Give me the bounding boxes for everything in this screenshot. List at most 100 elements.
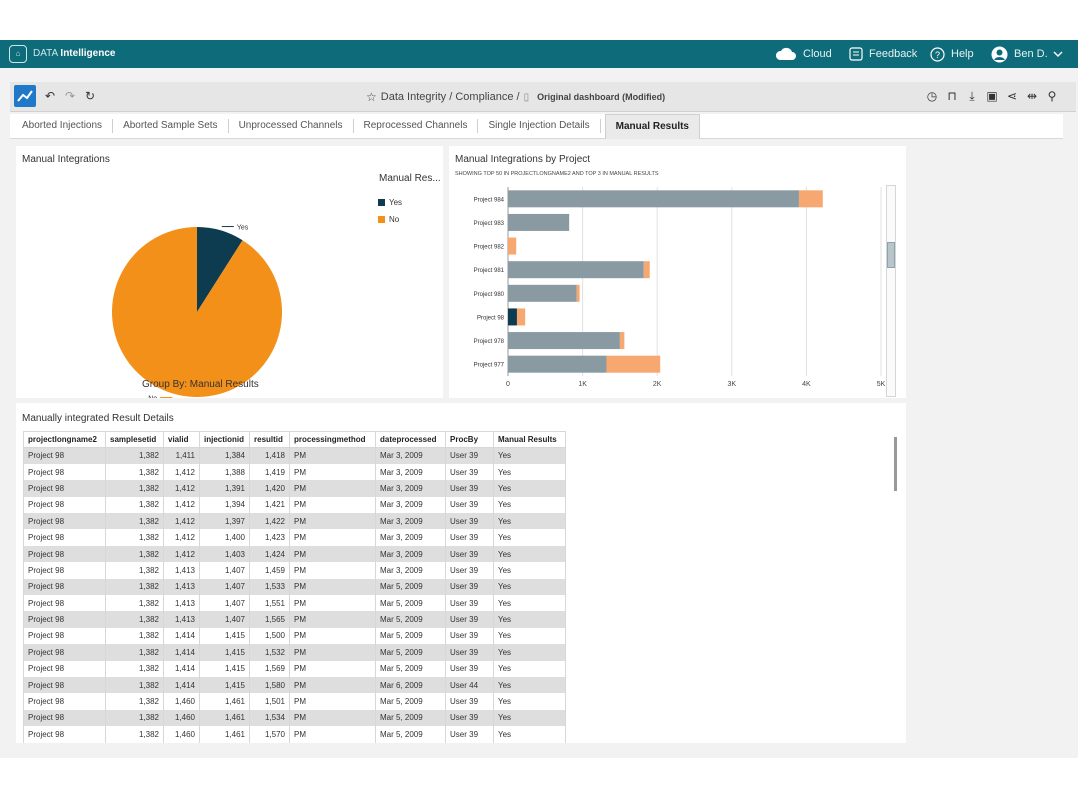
bar-segment[interactable] xyxy=(508,332,620,350)
table-cell: Project 98 xyxy=(23,562,106,579)
user-menu[interactable]: Ben D. xyxy=(991,46,1069,62)
column-header[interactable]: dateprocessed xyxy=(375,431,446,448)
table-cell: User 39 xyxy=(445,545,494,563)
tab-reprocessed-channels[interactable]: Reprocessed Channels xyxy=(354,119,479,133)
bar-chart[interactable]: 0 1K 2K 3K 4K 5K Project 984 Project 983 Project… xyxy=(449,146,906,398)
table-row[interactable]: Project 98 1,382 1,413 1,407 1,533 PM Mar 5, 2… xyxy=(23,578,566,596)
tab-aborted-injections[interactable]: Aborted Injections xyxy=(12,119,114,133)
refresh-icon[interactable]: ↻ xyxy=(84,89,96,103)
table-cell: 1,382 xyxy=(105,578,164,596)
tab-unprocessed-channels[interactable]: Unprocessed Channels xyxy=(229,119,354,133)
table-row[interactable]: Project 98 1,382 1,412 1,394 1,421 PM Mar 3, 2… xyxy=(23,496,566,514)
bookmark-add-icon[interactable]: ⊓ xyxy=(947,89,957,103)
table-cell: Mar 5, 2009 xyxy=(375,693,446,710)
table-cell: Yes xyxy=(493,644,566,661)
table-cell: 1,500 xyxy=(249,627,290,645)
dashboard-toolbar: ↶ ↷ ↻ ☆ Data Integrity / Compliance / ▯ … xyxy=(10,82,1076,112)
table-cell: User 39 xyxy=(445,562,494,579)
table-row[interactable]: Project 98 1,382 1,412 1,397 1,422 PM Mar 3, 2… xyxy=(23,513,566,530)
bar-segment[interactable] xyxy=(643,261,650,279)
table-cell: Mar 5, 2009 xyxy=(375,595,446,612)
table-cell: Mar 5, 2009 xyxy=(375,611,446,628)
bar-chart-scrollbar[interactable] xyxy=(886,185,896,397)
legend-item-yes[interactable]: Yes xyxy=(378,198,402,207)
tab-aborted-sample-sets[interactable]: Aborted Sample Sets xyxy=(113,119,229,133)
table-cell: Mar 5, 2009 xyxy=(375,644,446,661)
column-header[interactable]: injectionid xyxy=(199,431,250,448)
column-header[interactable]: processingmethod xyxy=(289,431,376,448)
table-row[interactable]: Project 98 1,382 1,460 1,461 1,501 PM Mar 5, 2… xyxy=(23,693,566,710)
pie-slice-yes[interactable] xyxy=(197,227,243,312)
table-cell: 1,394 xyxy=(199,496,250,514)
table-cell: 1,415 xyxy=(199,660,250,677)
bar-segment[interactable] xyxy=(508,190,799,208)
bar-segment[interactable] xyxy=(508,261,644,279)
table-cell: 1,384 xyxy=(199,447,250,464)
column-header[interactable]: ProcBy xyxy=(445,431,494,448)
table-row[interactable]: Project 98 1,382 1,412 1,403 1,424 PM Mar 3, 2… xyxy=(23,545,566,563)
column-header[interactable]: samplesetid xyxy=(105,431,164,448)
bar-segment[interactable] xyxy=(619,332,625,350)
column-header[interactable]: Manual Results xyxy=(493,431,566,448)
table-cell: 1,414 xyxy=(163,676,200,694)
bar-segment[interactable] xyxy=(508,355,607,373)
table-scroll-thumb[interactable] xyxy=(894,437,897,491)
bar-segment[interactable] xyxy=(606,355,661,373)
table-cell: 1,414 xyxy=(163,644,200,661)
table-row[interactable]: Project 98 1,382 1,413 1,407 1,565 PM Mar 5, 2… xyxy=(23,611,566,628)
table-cell: Mar 3, 2009 xyxy=(375,513,446,530)
help-link[interactable]: ? Help xyxy=(930,46,974,62)
dashboard-app-icon[interactable] xyxy=(14,85,36,107)
help-icon: ? xyxy=(930,46,945,62)
table-row[interactable]: Project 98 1,382 1,413 1,407 1,551 PM Mar 5, 2… xyxy=(23,595,566,612)
bar-segment[interactable] xyxy=(576,284,580,302)
dashboard-name[interactable]: Original dashboard (Modified) xyxy=(537,92,666,102)
table-row[interactable]: Project 98 1,382 1,412 1,391 1,420 PM Mar 3, 2… xyxy=(23,480,566,497)
share-icon[interactable]: ⋖ xyxy=(1006,89,1018,103)
table-cell: Project 98 xyxy=(23,660,106,677)
table-cell: 1,461 xyxy=(199,709,250,727)
table-row[interactable]: Project 98 1,382 1,413 1,407 1,459 PM Mar 3, 2… xyxy=(23,562,566,579)
table-row[interactable]: Project 98 1,382 1,414 1,415 1,569 PM Mar 5, 2… xyxy=(23,660,566,677)
save-icon[interactable]: ▣ xyxy=(986,89,998,103)
table-cell: Yes xyxy=(493,496,566,514)
column-header[interactable]: resultid xyxy=(249,431,290,448)
pie-chart[interactable]: Yes No xyxy=(16,146,443,398)
fit-width-icon[interactable]: ⇹ xyxy=(1026,89,1038,103)
bar-segment[interactable] xyxy=(508,308,517,326)
tab-manual-results[interactable]: Manual Results xyxy=(604,113,700,139)
table-row[interactable]: Project 98 1,382 1,414 1,415 1,580 PM Mar 6, 2… xyxy=(23,676,566,694)
legend-item-no[interactable]: No xyxy=(378,215,399,224)
column-header[interactable]: projectlongname2 xyxy=(23,431,106,448)
table-cell: Project 98 xyxy=(23,480,106,497)
redo-icon[interactable]: ↷ xyxy=(64,89,76,103)
bar-chart-scroll-thumb[interactable] xyxy=(887,242,895,268)
person-icon[interactable]: ⚲ xyxy=(1047,89,1057,103)
history-icon[interactable]: ◷ xyxy=(926,89,938,103)
undo-icon[interactable]: ↶ xyxy=(44,89,56,103)
table-row[interactable]: Project 98 1,382 1,412 1,388 1,419 PM Mar 3, 2… xyxy=(23,463,566,481)
bar-segment[interactable] xyxy=(516,308,526,326)
favorite-star-icon[interactable]: ☆ xyxy=(366,90,377,104)
bar-segment[interactable] xyxy=(508,213,570,231)
tab-single-injection-details[interactable]: Single Injection Details xyxy=(478,119,601,133)
table-cell: Yes xyxy=(493,529,566,546)
download-icon[interactable]: ⤓ xyxy=(969,88,975,103)
table-row[interactable]: Project 98 1,382 1,460 1,461 1,570 PM Mar 5, 2… xyxy=(23,726,566,743)
table-row[interactable]: Project 98 1,382 1,414 1,415 1,532 PM Mar 5, 2… xyxy=(23,644,566,661)
bar-segment[interactable] xyxy=(508,237,517,255)
table-row[interactable]: Project 98 1,382 1,414 1,415 1,500 PM Mar 5, 2… xyxy=(23,627,566,645)
table-row[interactable]: Project 98 1,382 1,411 1,384 1,418 PM Mar 3, 2… xyxy=(23,447,566,464)
table-cell: 1,382 xyxy=(105,513,164,530)
table-row[interactable]: Project 98 1,382 1,412 1,400 1,423 PM Mar 3, 2… xyxy=(23,529,566,546)
table-row[interactable]: Project 98 1,382 1,460 1,461 1,534 PM Mar 5, 2… xyxy=(23,709,566,727)
table-cell: 1,403 xyxy=(199,545,250,563)
bar-segment[interactable] xyxy=(798,190,823,208)
table-cell: Yes xyxy=(493,480,566,497)
feedback-link[interactable]: Feedback xyxy=(849,46,917,62)
bar-segment[interactable] xyxy=(508,284,577,302)
breadcrumb-path[interactable]: Data Integrity / Compliance / xyxy=(380,91,520,103)
cloud-link[interactable]: Cloud xyxy=(775,46,832,62)
pie-slice-no[interactable] xyxy=(111,227,282,398)
column-header[interactable]: vialid xyxy=(163,431,200,448)
